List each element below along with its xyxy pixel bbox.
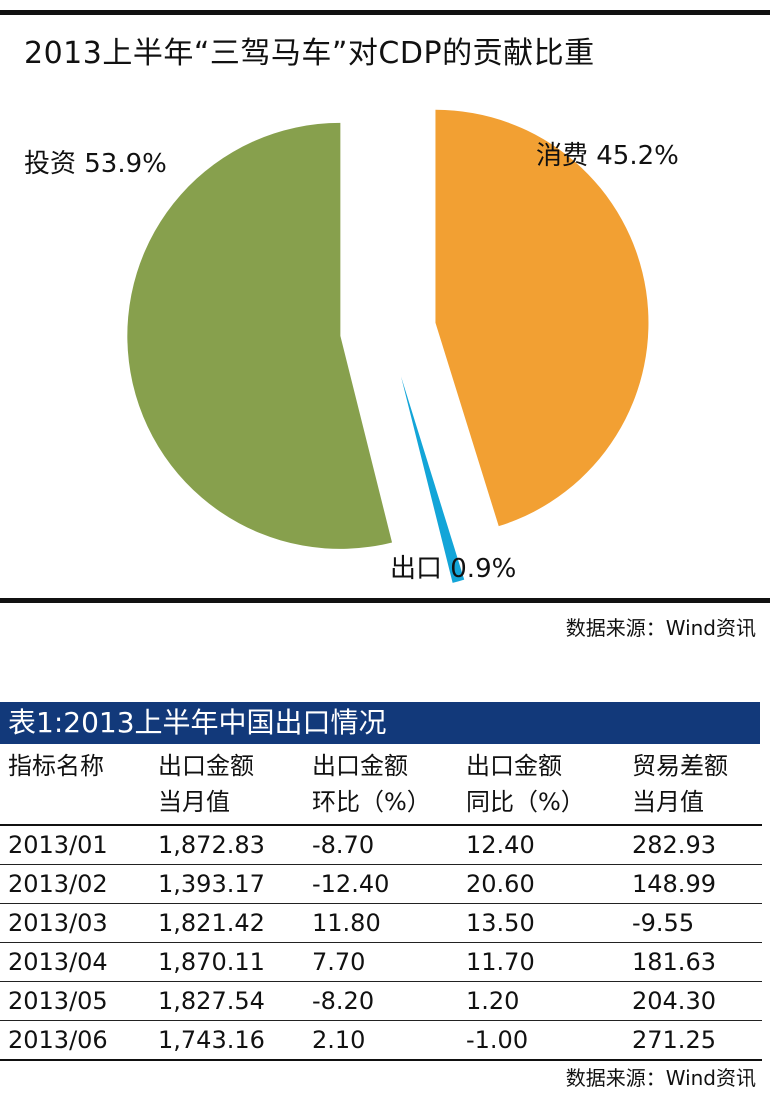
pie-label-1: 消费 45.2% xyxy=(536,141,679,171)
table-source: 数据来源：Wind资讯 xyxy=(565,1066,756,1090)
chart-source: 数据来源：Wind资讯 xyxy=(565,616,756,640)
cell-export-mom: 7.70 xyxy=(304,942,458,982)
table-row: 2013/01 1,872.83 -8.70 12.40 282.93 xyxy=(0,824,762,865)
pie-slice-2 xyxy=(400,376,465,583)
cell-export-mom: 11.80 xyxy=(304,903,458,943)
cell-month: 2013/03 xyxy=(0,903,150,943)
cell-export-mom: -8.20 xyxy=(304,981,458,1021)
cell-month: 2013/05 xyxy=(0,981,150,1021)
header-trade-balance: 贸易差额 当月值 xyxy=(632,752,728,816)
cell-month: 2013/04 xyxy=(0,942,150,982)
cell-trade-balance: 282.93 xyxy=(624,824,762,865)
cell-month: 2013/01 xyxy=(0,824,150,865)
cell-export-amount: 1,870.11 xyxy=(150,942,304,982)
cell-trade-balance: 204.30 xyxy=(624,981,762,1021)
cell-export-mom: -12.40 xyxy=(304,864,458,904)
chart-bottom-rule xyxy=(0,598,770,603)
cell-export-mom: -8.70 xyxy=(304,824,458,865)
header-indicator: 指标名称 xyxy=(8,752,104,780)
cell-trade-balance: 181.63 xyxy=(624,942,762,982)
cell-export-amount: 1,872.83 xyxy=(150,824,304,865)
table-row: 2013/03 1,821.42 11.80 13.50 -9.55 xyxy=(0,903,762,943)
cell-export-yoy: 13.50 xyxy=(458,903,624,943)
cell-export-amount: 1,743.16 xyxy=(150,1020,304,1061)
header-export-amount: 出口金额 当月值 xyxy=(158,752,254,816)
header-export-yoy: 出口金额 同比（%） xyxy=(466,752,585,816)
cell-export-yoy: -1.00 xyxy=(458,1020,624,1061)
cell-export-yoy: 11.70 xyxy=(458,942,624,982)
cell-export-amount: 1,827.54 xyxy=(150,981,304,1021)
pie-label-2: 出口 0.9% xyxy=(390,554,516,584)
cell-export-yoy: 1.20 xyxy=(458,981,624,1021)
pie-slice-1 xyxy=(435,109,649,527)
pie-label-3: 投资 53.9% xyxy=(24,149,167,179)
cell-month: 2013/06 xyxy=(0,1020,150,1061)
pie-slice-3 xyxy=(127,122,393,549)
cell-export-amount: 1,393.17 xyxy=(150,864,304,904)
cell-month: 2013/02 xyxy=(0,864,150,904)
header-export-mom: 出口金额 环比（%） xyxy=(312,752,431,816)
export-table: 指标名称 出口金额 当月值 出口金额 环比（%） 出口金额 同比（%） 贸易差额 当月值… xyxy=(0,746,762,1061)
cell-export-mom: 2.10 xyxy=(304,1020,458,1061)
table-row: 2013/06 1,743.16 2.10 -1.00 271.25 xyxy=(0,1020,762,1061)
cell-trade-balance: 148.99 xyxy=(624,864,762,904)
cell-trade-balance: 271.25 xyxy=(624,1020,762,1061)
cell-export-amount: 1,821.42 xyxy=(150,903,304,943)
table-header-row: 指标名称 出口金额 当月值 出口金额 环比（%） 出口金额 同比（%） 贸易差额 当月值 xyxy=(0,746,762,825)
table-row: 2013/02 1,393.17 -12.40 20.60 148.99 xyxy=(0,864,762,904)
pie-chart: 消费 45.2% 出口 0.9% 投资 53.9% xyxy=(24,109,679,584)
table-row: 2013/05 1,827.54 -8.20 1.20 204.30 xyxy=(0,981,762,1021)
table-row: 2013/04 1,870.11 7.70 11.70 181.63 xyxy=(0,942,762,982)
chart-title: 2013上半年“三驾马车”对CDP的贡献比重 xyxy=(24,36,595,71)
top-rule xyxy=(0,10,770,15)
cell-export-yoy: 12.40 xyxy=(458,824,624,865)
cell-export-yoy: 20.60 xyxy=(458,864,624,904)
cell-trade-balance: -9.55 xyxy=(624,903,762,943)
table-title: 表1:2013上半年中国出口情况 xyxy=(0,702,760,744)
